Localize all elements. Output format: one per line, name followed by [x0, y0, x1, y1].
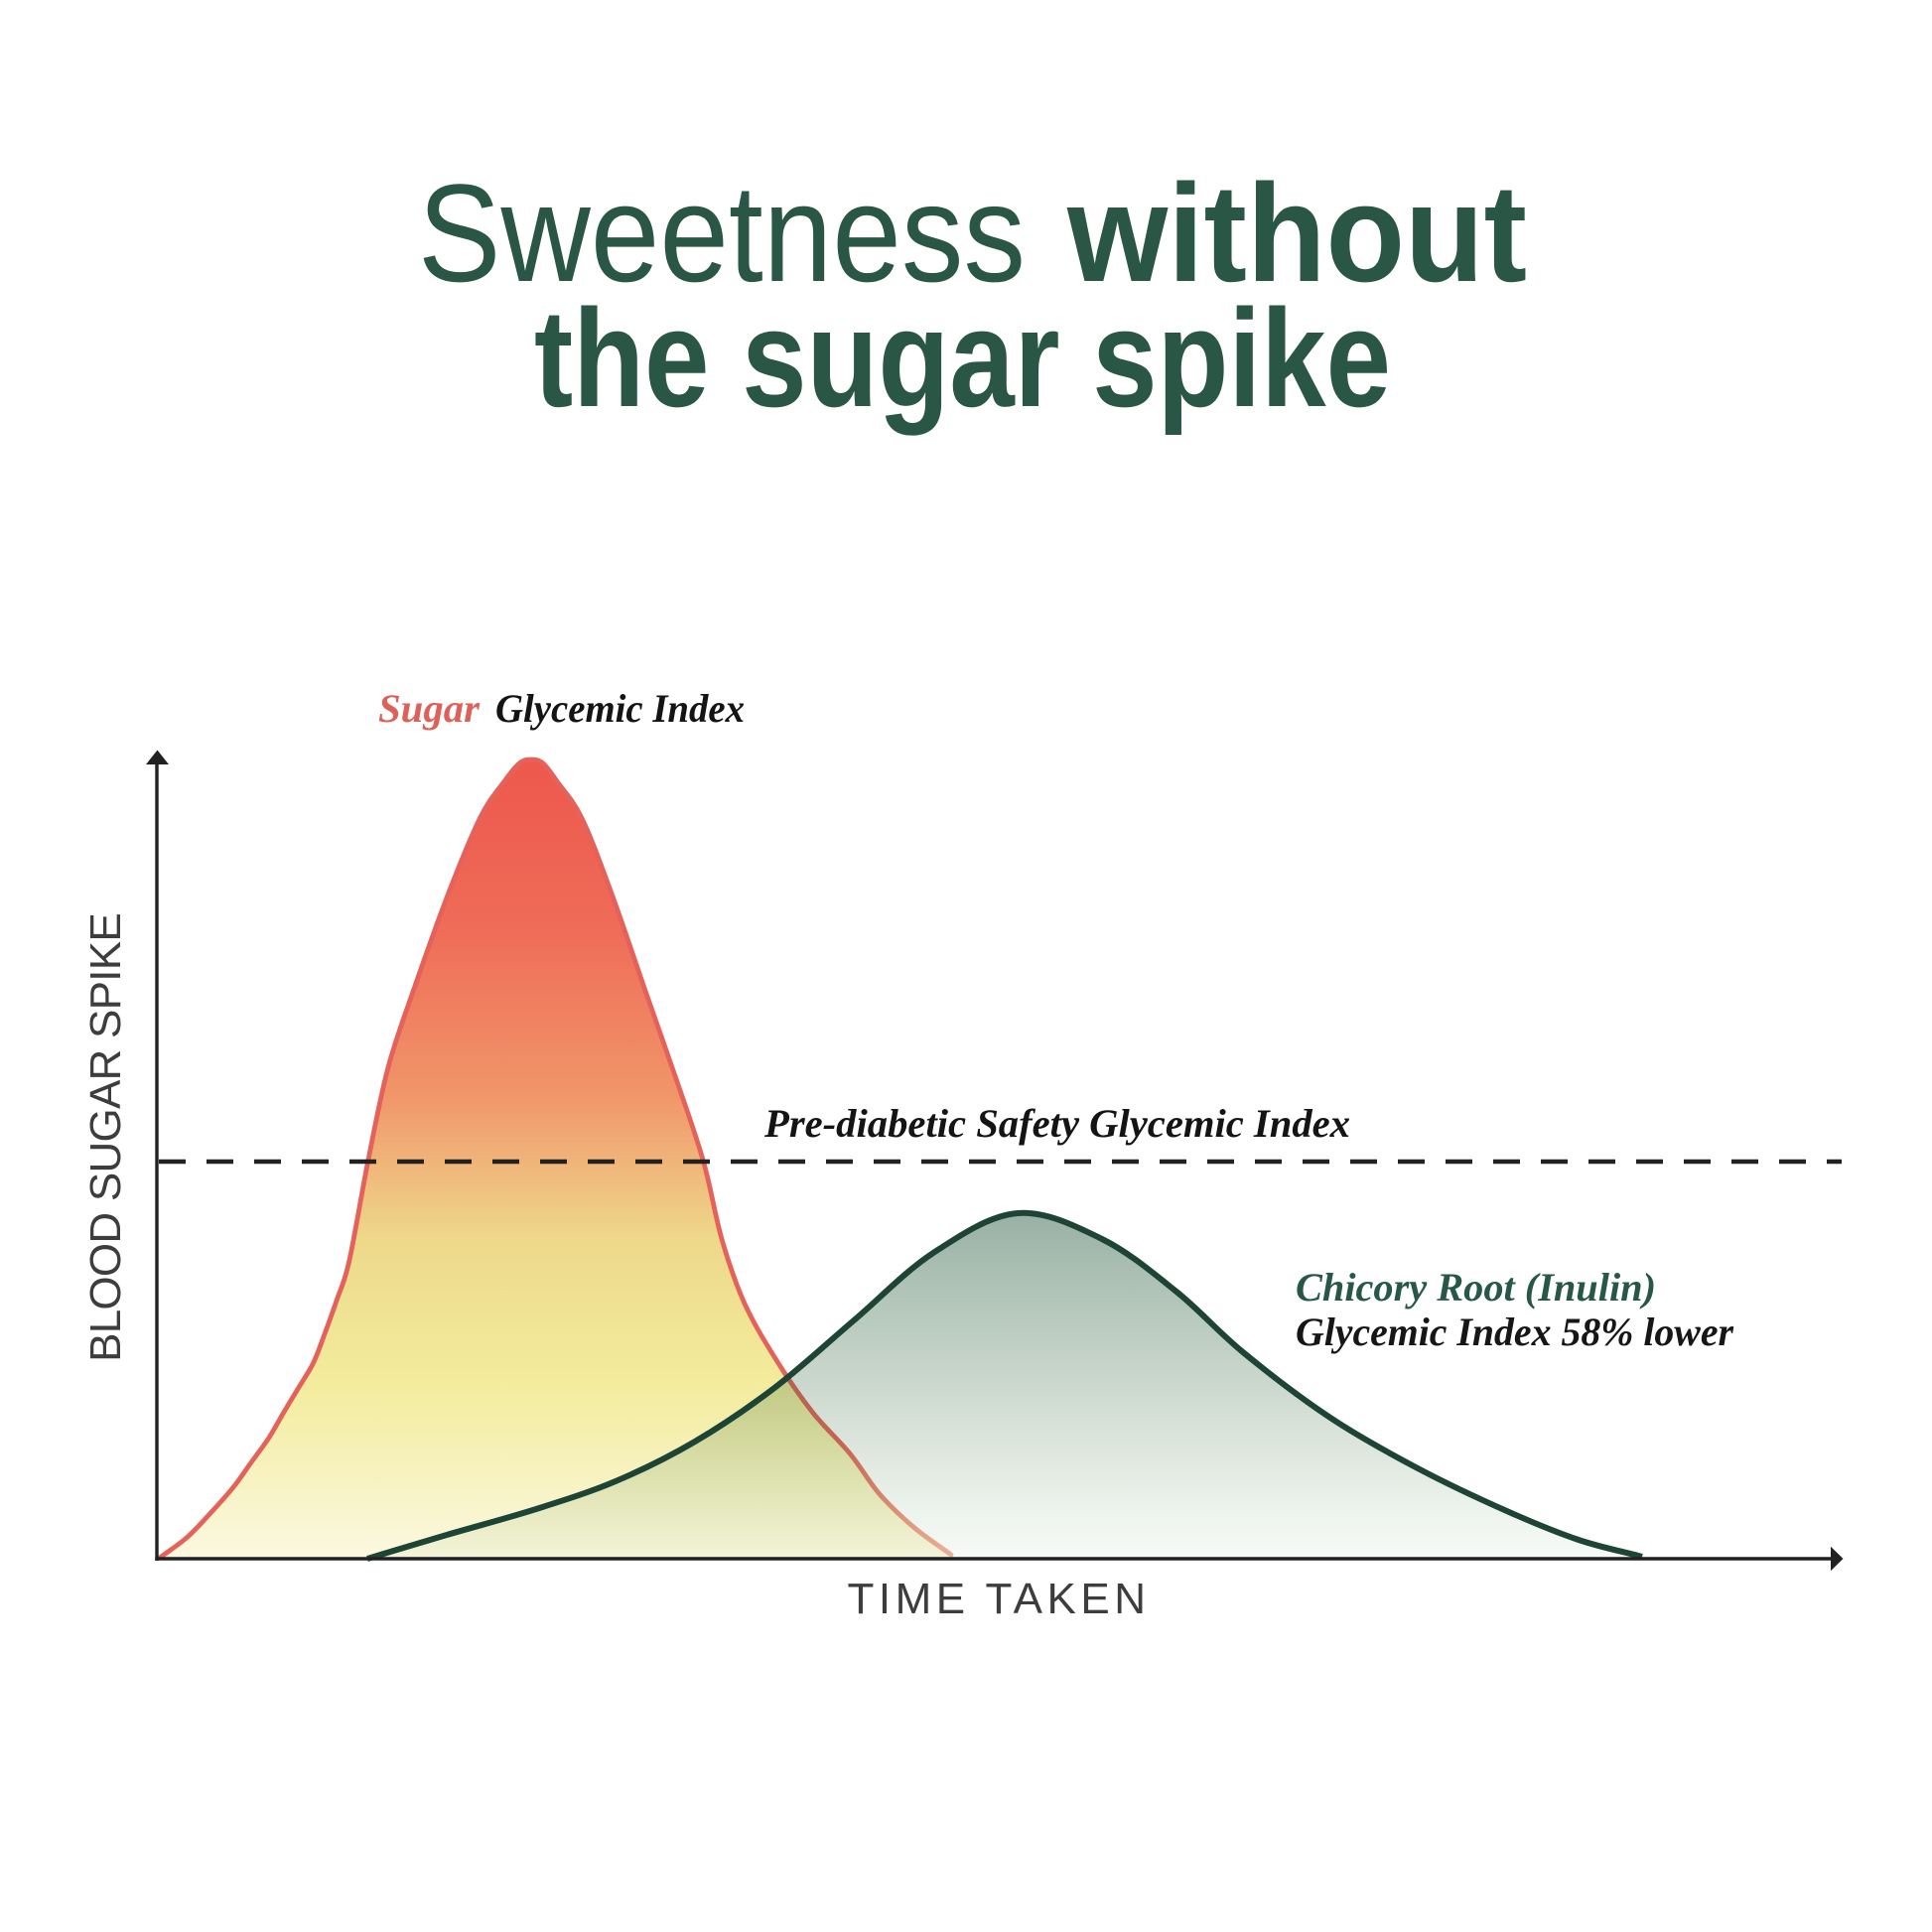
- svg-text:the sugar spike: the sugar spike: [534, 280, 1391, 436]
- svg-text:BLOOD SUGAR SPIKE: BLOOD SUGAR SPIKE: [81, 913, 130, 1362]
- svg-text:Chicory Root (Inulin): Chicory Root (Inulin): [1296, 1265, 1656, 1310]
- svg-text:Glycemic Index: Glycemic Index: [495, 686, 745, 731]
- svg-text:Sweetness: Sweetness: [418, 155, 1026, 311]
- svg-text:Sugar: Sugar: [378, 686, 480, 731]
- svg-text:Pre-diabetic Safety Glycemic I: Pre-diabetic Safety Glycemic Index: [763, 1101, 1350, 1146]
- svg-text:without: without: [1066, 155, 1527, 311]
- svg-text:Glycemic Index 58% lower: Glycemic Index 58% lower: [1296, 1310, 1733, 1354]
- svg-text:TIME TAKEN: TIME TAKEN: [848, 1575, 1151, 1623]
